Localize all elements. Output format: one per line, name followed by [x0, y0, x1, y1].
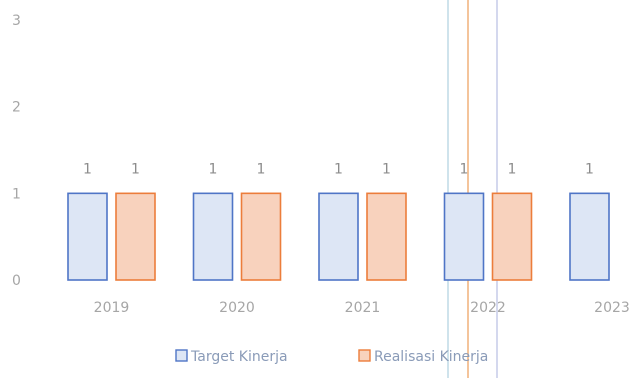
data-label: 1 — [508, 161, 517, 177]
legend-label: Target Kinerja — [190, 349, 288, 365]
bar-realisasi-2019 — [115, 192, 156, 281]
bar-target-2019 — [67, 192, 108, 281]
bar-target-2022 — [443, 192, 485, 281]
x-tick-label: 2019 — [94, 300, 130, 316]
data-label: 1 — [209, 161, 218, 177]
x-tick-label: 2022 — [470, 300, 506, 316]
bar-target-2021 — [318, 192, 359, 281]
y-axis: 0 1 2 3 — [12, 13, 21, 289]
data-label: 1 — [83, 161, 92, 177]
legend-swatch — [175, 349, 188, 362]
data-label: 1 — [382, 161, 391, 177]
data-label: 1 — [585, 161, 594, 177]
y-tick-label: 2 — [12, 100, 21, 116]
bar-realisasi-2022 — [491, 192, 533, 281]
data-label: 1 — [334, 161, 343, 177]
data-label: 1 — [131, 161, 140, 177]
x-tick-label: 2020 — [219, 300, 255, 316]
data-label: 1 — [460, 161, 469, 177]
legend-swatch — [358, 349, 371, 362]
bar-target-2020 — [192, 192, 234, 281]
bar-realisasi-2020 — [240, 192, 282, 281]
y-tick-label: 3 — [12, 13, 21, 29]
x-tick-label: 2021 — [345, 300, 381, 316]
bar-realisasi-2021 — [366, 192, 407, 281]
bar-target-2023 — [569, 192, 610, 281]
bars: 1 1 1 1 1 1 1 1 1 — [67, 161, 610, 281]
overlay-lines — [447, 0, 498, 378]
legend-label: Realisasi Kinerja — [374, 349, 488, 365]
data-label: 1 — [257, 161, 266, 177]
x-tick-label: 2023 — [594, 300, 630, 316]
y-tick-label: 0 — [12, 273, 21, 289]
x-axis: 2019 2020 2021 2022 2023 — [94, 300, 630, 316]
legend: Target Kinerja Realisasi Kinerja — [175, 349, 488, 365]
y-tick-label: 1 — [12, 186, 21, 202]
